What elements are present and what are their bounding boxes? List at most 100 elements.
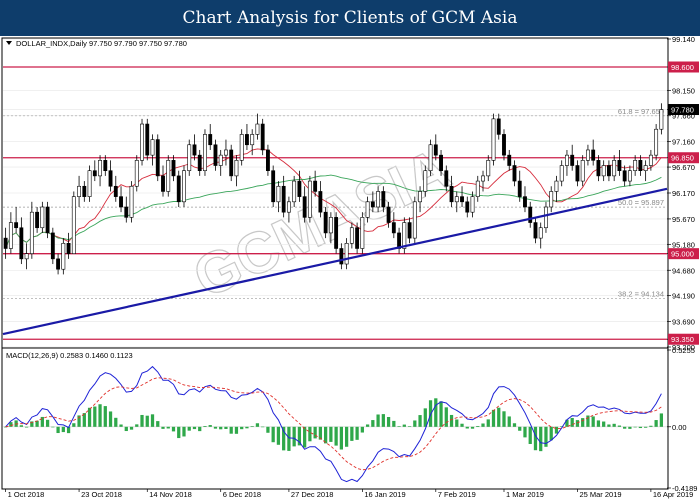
- price-tick-label: 93.690: [672, 318, 695, 327]
- macd-histogram-bar: [145, 415, 149, 427]
- candle-body: [213, 144, 218, 166]
- candle-body: [113, 185, 118, 197]
- macd-line: [5, 365, 662, 483]
- candle-body: [407, 222, 412, 239]
- candle-body: [187, 144, 192, 172]
- candle-body: [35, 211, 40, 229]
- candle-body: [565, 154, 569, 166]
- macd-histogram-bar: [129, 426, 134, 430]
- candle-body: [591, 149, 596, 161]
- candle-body: [318, 191, 323, 213]
- candle-body: [24, 253, 29, 260]
- price-tick-label: 96.670: [672, 163, 695, 172]
- macd-histogram-bar: [45, 419, 50, 427]
- candle-body: [276, 185, 281, 203]
- macd-histogram-bar: [119, 424, 123, 427]
- candle-body: [512, 165, 517, 182]
- candle-body: [648, 154, 653, 166]
- candle-body: [633, 160, 638, 172]
- candle-body: [496, 118, 501, 135]
- macd-histogram-bar: [108, 411, 113, 427]
- candle-body: [271, 170, 276, 203]
- macd-histogram-bar: [198, 426, 202, 432]
- macd-histogram-bar: [402, 424, 406, 427]
- macd-histogram-bar: [502, 411, 506, 427]
- candle-body: [197, 154, 202, 172]
- candle-body: [549, 191, 554, 208]
- candle-body: [281, 185, 286, 213]
- time-axis: 1 Oct 2018 23 Oct 2018 14 Nov 2018 6 Dec 20…: [5, 489, 693, 499]
- candle-body: [517, 180, 522, 197]
- candle-body: [297, 180, 302, 197]
- macd-histogram-bar: [565, 419, 569, 427]
- price-tick-label: 97.660: [672, 112, 695, 121]
- candle-body: [622, 170, 627, 182]
- price-tick-label: 95.670: [672, 215, 695, 224]
- price-tag: [668, 248, 699, 260]
- price-tick-label: 94.190: [672, 292, 695, 301]
- macd-histogram-bar: [98, 404, 102, 427]
- macd-histogram-bar: [407, 426, 412, 427]
- candle-body: [8, 222, 13, 249]
- candle-body: [402, 222, 407, 249]
- candle-body: [29, 211, 34, 254]
- price-tag: [668, 104, 699, 116]
- macd-histogram-bar: [376, 414, 380, 427]
- candle-body: [538, 227, 543, 239]
- candle-body: [87, 170, 92, 197]
- macd-histogram-bar: [596, 420, 601, 427]
- macd-histogram-bar: [135, 424, 139, 427]
- candle-body: [61, 242, 66, 270]
- candle-body: [45, 206, 50, 234]
- macd-histogram-bar: [161, 426, 165, 429]
- macd-histogram-bar: [549, 426, 553, 441]
- candle-body: [365, 201, 370, 218]
- candle-body: [428, 144, 433, 172]
- macd-histogram-bar: [586, 415, 590, 427]
- macd-histogram-bar: [234, 426, 239, 434]
- candle-body: [71, 196, 76, 254]
- candle-body: [307, 180, 312, 218]
- macd-histogram-bar: [51, 426, 55, 428]
- candle-body: [559, 165, 564, 182]
- macd-histogram-bar: [444, 407, 448, 427]
- candle-body: [570, 154, 575, 166]
- symbol-info: DOLLAR_INDX,Daily 97.750 97.790 97.750 9…: [16, 39, 187, 48]
- macd-histogram-bar: [512, 423, 517, 427]
- candle-body: [638, 160, 643, 172]
- macd-histogram-bar: [528, 426, 532, 444]
- time-tick-label: 14 Nov 2018: [149, 490, 192, 499]
- candle-body: [386, 206, 391, 223]
- candle-body: [596, 160, 601, 177]
- macd-histogram-bar: [649, 425, 653, 427]
- macd-histogram-bar: [654, 420, 658, 427]
- macd-histogram-bar: [182, 426, 186, 437]
- macd-histogram-bar: [465, 426, 469, 429]
- macd-label: MACD(12,26,9) 0.2583 0.1460 0.1123: [6, 351, 133, 360]
- macd-histogram-bar: [470, 426, 475, 429]
- macd-histogram-bar: [360, 426, 364, 433]
- macd-histogram-bar: [103, 406, 107, 427]
- candle-body: [14, 222, 19, 229]
- macd-histogram-bar: [539, 426, 543, 452]
- macd-histogram-bar: [266, 426, 270, 433]
- macd-histogram-bar: [297, 426, 302, 446]
- macd-histogram-bar: [150, 414, 155, 427]
- candle-body: [313, 180, 318, 192]
- macd-histogram-bar: [455, 419, 459, 427]
- candle-body: [192, 144, 197, 156]
- macd-histogram-bar: [612, 423, 616, 427]
- macd-histogram-bar: [344, 426, 349, 447]
- time-tick-label: 16 Apr 2019: [653, 490, 693, 499]
- price-tick-label: 94.680: [672, 266, 695, 275]
- candle-body: [250, 134, 255, 146]
- candle-body: [376, 191, 381, 208]
- price-tag: [668, 152, 699, 164]
- macd-histogram-bar: [308, 426, 312, 442]
- macd-histogram-bar: [224, 426, 228, 429]
- macd-histogram-bar: [166, 426, 170, 429]
- macd-histogram-bar: [575, 420, 580, 427]
- macd-histogram-bar: [449, 414, 454, 427]
- macd-histogram-bar: [523, 426, 527, 438]
